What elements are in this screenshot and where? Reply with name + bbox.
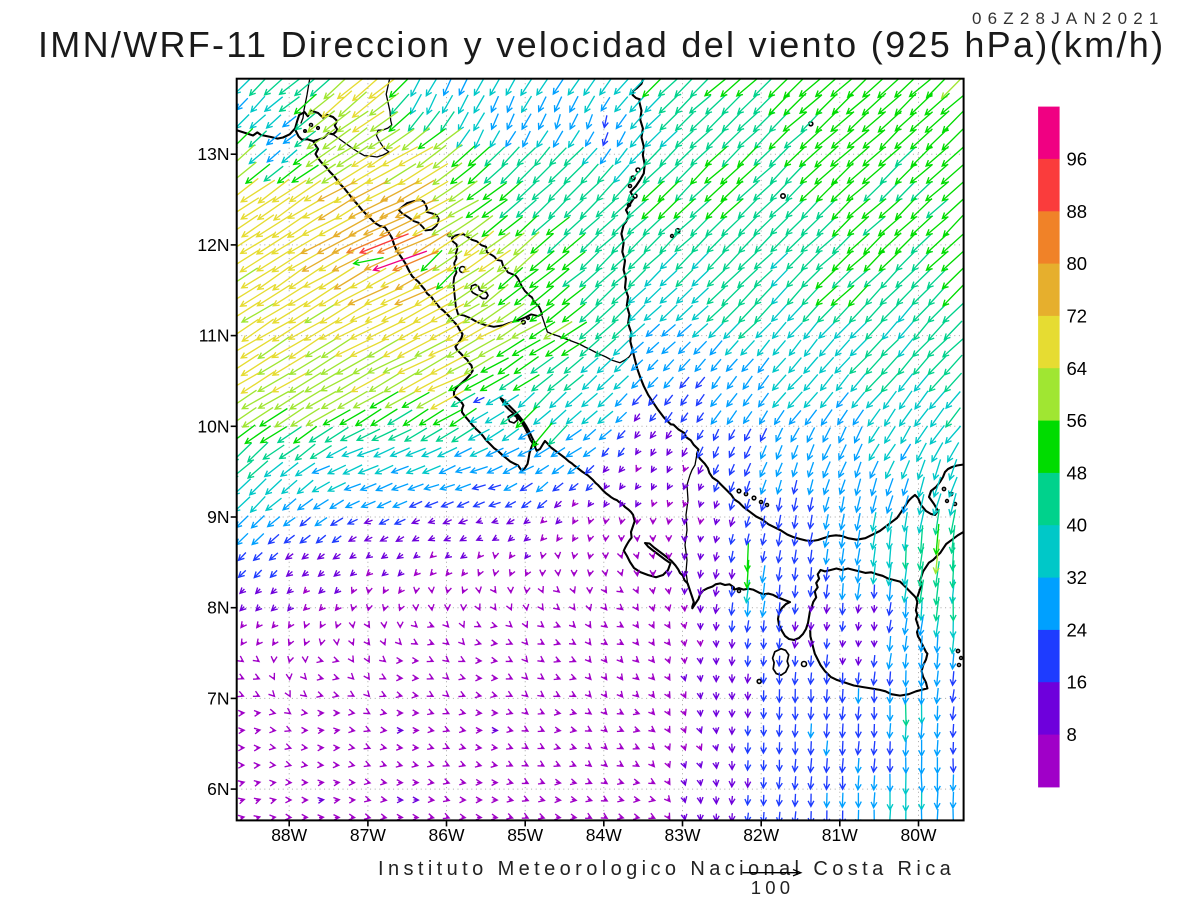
svg-text:56: 56	[1067, 410, 1088, 431]
svg-text:72: 72	[1067, 305, 1088, 326]
svg-text:13N: 13N	[197, 144, 229, 164]
svg-text:64: 64	[1067, 358, 1088, 379]
svg-text:86W: 86W	[429, 825, 465, 845]
svg-text:81W: 81W	[822, 825, 858, 845]
svg-text:IMN/WRF-11 Direccion y velocid: IMN/WRF-11 Direccion y velocidad del vie…	[38, 24, 1165, 65]
svg-text:11N: 11N	[199, 326, 230, 346]
svg-text:82W: 82W	[743, 825, 779, 845]
svg-text:7N: 7N	[207, 688, 229, 708]
svg-text:10N: 10N	[197, 416, 229, 436]
svg-text:16: 16	[1067, 672, 1088, 693]
svg-text:100: 100	[751, 877, 794, 898]
svg-text:32: 32	[1067, 567, 1088, 588]
svg-text:84W: 84W	[586, 825, 622, 845]
svg-text:48: 48	[1067, 462, 1088, 483]
svg-text:88W: 88W	[271, 825, 307, 845]
svg-text:24: 24	[1067, 619, 1088, 640]
svg-text:88: 88	[1067, 201, 1088, 222]
svg-text:87W: 87W	[350, 825, 386, 845]
svg-text:9N: 9N	[207, 507, 229, 527]
svg-text:80: 80	[1067, 253, 1088, 274]
svg-text:8: 8	[1067, 724, 1077, 745]
svg-text:12N: 12N	[197, 235, 229, 255]
svg-text:Instituto Meteorologico Nacion: Instituto Meteorologico Nacional Costa R…	[378, 858, 955, 880]
svg-text:80W: 80W	[901, 825, 937, 845]
svg-text:06Z28JAN2021: 06Z28JAN2021	[972, 9, 1165, 28]
svg-text:83W: 83W	[665, 825, 701, 845]
svg-text:40: 40	[1067, 515, 1088, 536]
svg-text:8N: 8N	[207, 598, 229, 618]
svg-text:6N: 6N	[207, 779, 229, 799]
svg-text:85W: 85W	[507, 825, 543, 845]
svg-text:96: 96	[1067, 148, 1088, 169]
